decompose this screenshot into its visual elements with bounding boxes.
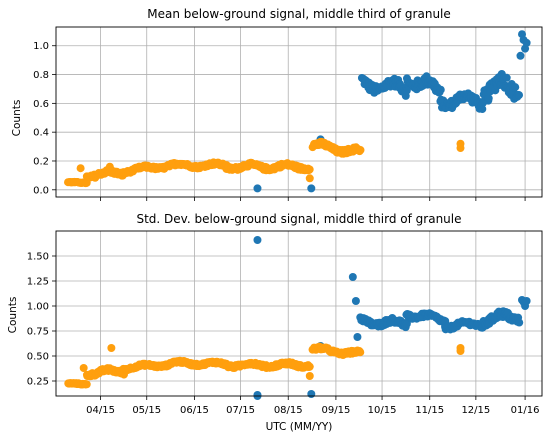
y-tick-label: 1.50 bbox=[27, 252, 49, 263]
data-point bbox=[436, 85, 445, 94]
mean-panel-title: Mean below-ground signal, middle third o… bbox=[147, 7, 451, 21]
data-point bbox=[516, 51, 525, 60]
data-point bbox=[351, 297, 360, 305]
mean-signal-panel: Mean below-ground signal, middle third o… bbox=[11, 7, 543, 201]
data-point bbox=[79, 364, 88, 372]
y-tick-label: 0.0 bbox=[33, 185, 49, 196]
y-tick-label: 0.6 bbox=[33, 99, 49, 110]
mean-panel-frame bbox=[55, 26, 543, 198]
data-point bbox=[484, 94, 493, 103]
mean-panel-grid bbox=[56, 27, 542, 197]
data-point bbox=[253, 184, 262, 193]
stddev-panel-points bbox=[64, 236, 531, 400]
data-point bbox=[456, 144, 465, 153]
data-point bbox=[107, 344, 116, 352]
x-axis-label: UTC (MM/YY) bbox=[266, 421, 333, 433]
data-point bbox=[305, 174, 314, 183]
x-tick-label: 12/15 bbox=[461, 405, 490, 416]
y-tick-label: 0.4 bbox=[33, 128, 49, 139]
y-tick-label: 0.25 bbox=[27, 377, 49, 388]
mean-panel-ylabel: Counts bbox=[11, 100, 23, 137]
stddev-panel-ylabel: Counts bbox=[7, 297, 19, 334]
stddev-panel-y-ticks: 0.25 0.50 0.75 1.00 1.25 1.50 bbox=[27, 252, 56, 388]
data-point bbox=[307, 390, 316, 398]
data-point bbox=[305, 165, 314, 174]
data-point bbox=[305, 372, 314, 380]
data-point bbox=[356, 348, 365, 357]
x-tick-label: 09/15 bbox=[321, 405, 350, 416]
x-tick-label: 10/15 bbox=[368, 405, 397, 416]
x-tick-label: 06/15 bbox=[180, 405, 209, 416]
data-point bbox=[356, 146, 365, 155]
y-tick-label: 1.25 bbox=[27, 277, 49, 288]
x-tick-label: 04/15 bbox=[86, 405, 115, 416]
y-tick-label: 0.50 bbox=[27, 352, 49, 363]
data-point bbox=[511, 83, 520, 92]
data-point bbox=[305, 362, 314, 371]
data-point bbox=[522, 297, 531, 305]
y-tick-label: 1.00 bbox=[27, 302, 49, 313]
data-point bbox=[82, 380, 91, 389]
data-point bbox=[348, 273, 357, 281]
x-tick-label: 05/15 bbox=[132, 405, 161, 416]
data-point bbox=[253, 391, 262, 399]
data-point bbox=[478, 105, 487, 114]
stddev-panel-title: Std. Dev. below-ground signal, middle th… bbox=[136, 212, 461, 226]
x-tick-label: 07/15 bbox=[226, 405, 255, 416]
y-tick-label: 1.0 bbox=[33, 41, 49, 52]
data-point bbox=[456, 347, 465, 355]
data-point bbox=[515, 318, 524, 327]
data-point bbox=[105, 162, 114, 171]
mean-panel-points bbox=[64, 30, 531, 193]
data-point bbox=[502, 73, 511, 82]
data-point bbox=[353, 333, 362, 341]
y-tick-label: 0.2 bbox=[33, 156, 49, 167]
data-point bbox=[402, 319, 411, 328]
stddev-panel-frame bbox=[55, 230, 543, 397]
data-point bbox=[522, 38, 531, 47]
stddev-panel-grid bbox=[56, 231, 542, 396]
x-tick-label: 11/15 bbox=[415, 405, 444, 416]
x-tick-label: 01/16 bbox=[511, 405, 540, 416]
stddev-signal-panel: Std. Dev. below-ground signal, middle th… bbox=[7, 212, 543, 433]
mean-panel-x-ticks bbox=[100, 197, 526, 201]
stddev-panel-x-ticks: 04/15 05/15 06/15 07/15 08/15 09/15 10/15 11/15… bbox=[86, 396, 539, 416]
data-point bbox=[253, 236, 262, 244]
y-tick-label: 0.8 bbox=[33, 70, 49, 81]
data-point bbox=[307, 184, 316, 193]
x-tick-label: 08/15 bbox=[274, 405, 303, 416]
y-tick-label: 0.75 bbox=[27, 327, 49, 338]
data-point bbox=[515, 91, 524, 100]
data-point bbox=[76, 164, 85, 173]
mean-panel-y-ticks: 0.0 0.2 0.4 0.6 0.8 1.0 bbox=[33, 41, 56, 196]
